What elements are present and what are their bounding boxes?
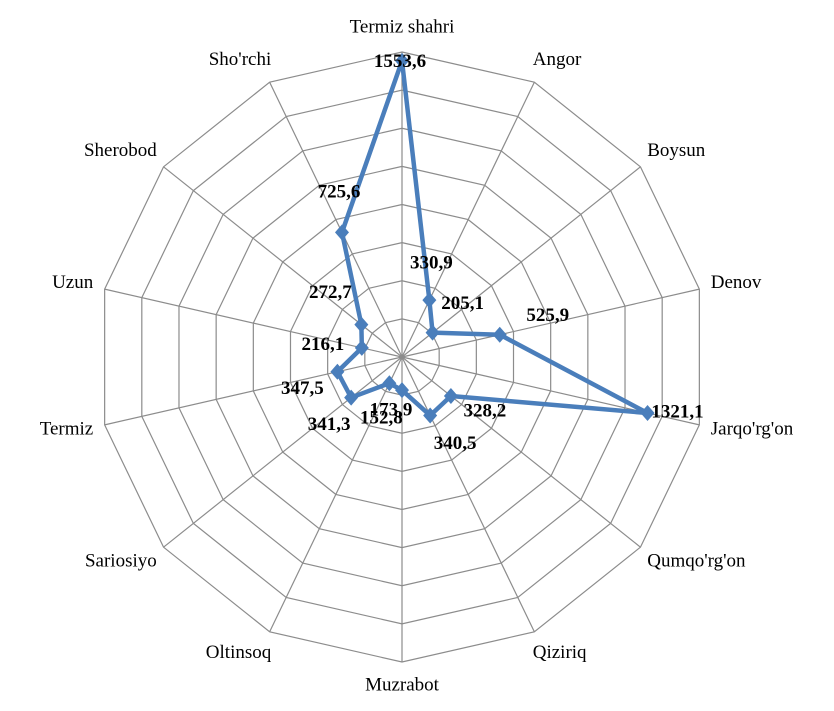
value-label: 216,1 bbox=[301, 334, 344, 355]
value-label: 173,9 bbox=[370, 400, 413, 421]
marker bbox=[423, 407, 438, 424]
marker bbox=[354, 339, 369, 356]
category-label: Jarqo'rg'on bbox=[711, 419, 794, 440]
value-label: 341,3 bbox=[308, 414, 351, 435]
category-label: Sho'rchi bbox=[209, 49, 272, 70]
category-label: Boysun bbox=[647, 140, 706, 161]
spoke bbox=[401, 356, 535, 633]
spoke bbox=[104, 356, 403, 426]
spoke bbox=[163, 166, 403, 358]
marker bbox=[640, 405, 655, 422]
value-label: 328,2 bbox=[464, 400, 507, 421]
category-label: Qiziriq bbox=[533, 642, 587, 663]
category-label: Muzrabot bbox=[365, 674, 440, 695]
marker bbox=[344, 389, 359, 406]
category-label: Uzun bbox=[52, 272, 94, 293]
category-label: Termiz bbox=[40, 419, 94, 440]
value-label: 330,9 bbox=[410, 253, 453, 274]
category-label: Termiz shahri bbox=[350, 16, 455, 37]
value-label: 1321,1 bbox=[651, 401, 703, 422]
spoke bbox=[401, 356, 641, 548]
spoke bbox=[401, 166, 641, 358]
marker bbox=[492, 326, 507, 343]
category-label: Sariosiyo bbox=[85, 550, 157, 571]
value-label: 152,8 bbox=[360, 408, 403, 429]
marker bbox=[443, 388, 458, 405]
marker bbox=[425, 324, 440, 341]
series-line bbox=[335, 58, 650, 418]
value-label: 1553,6 bbox=[374, 51, 426, 72]
marker bbox=[334, 224, 349, 241]
spoke bbox=[269, 81, 403, 358]
spoke bbox=[401, 81, 535, 358]
spoke bbox=[269, 356, 403, 633]
value-label: 272,7 bbox=[309, 282, 352, 303]
spoke bbox=[163, 356, 403, 548]
marker bbox=[395, 52, 409, 69]
spoke bbox=[401, 288, 700, 358]
value-label: 725,6 bbox=[318, 182, 361, 203]
value-label: 347,5 bbox=[281, 378, 324, 399]
category-label: Angor bbox=[533, 49, 582, 70]
spoke bbox=[104, 288, 403, 358]
category-label: Denov bbox=[711, 272, 762, 293]
category-label: Sherobod bbox=[84, 140, 157, 161]
value-label: 205,1 bbox=[441, 293, 484, 314]
marker bbox=[382, 375, 397, 392]
marker bbox=[395, 382, 409, 399]
value-label: 340,5 bbox=[434, 433, 477, 454]
marker bbox=[330, 363, 345, 380]
marker bbox=[422, 292, 437, 309]
category-label: Qumqo'rg'on bbox=[647, 550, 746, 571]
marker bbox=[354, 316, 369, 333]
category-label: Oltinsoq bbox=[206, 642, 272, 663]
value-label: 525,9 bbox=[526, 305, 569, 326]
